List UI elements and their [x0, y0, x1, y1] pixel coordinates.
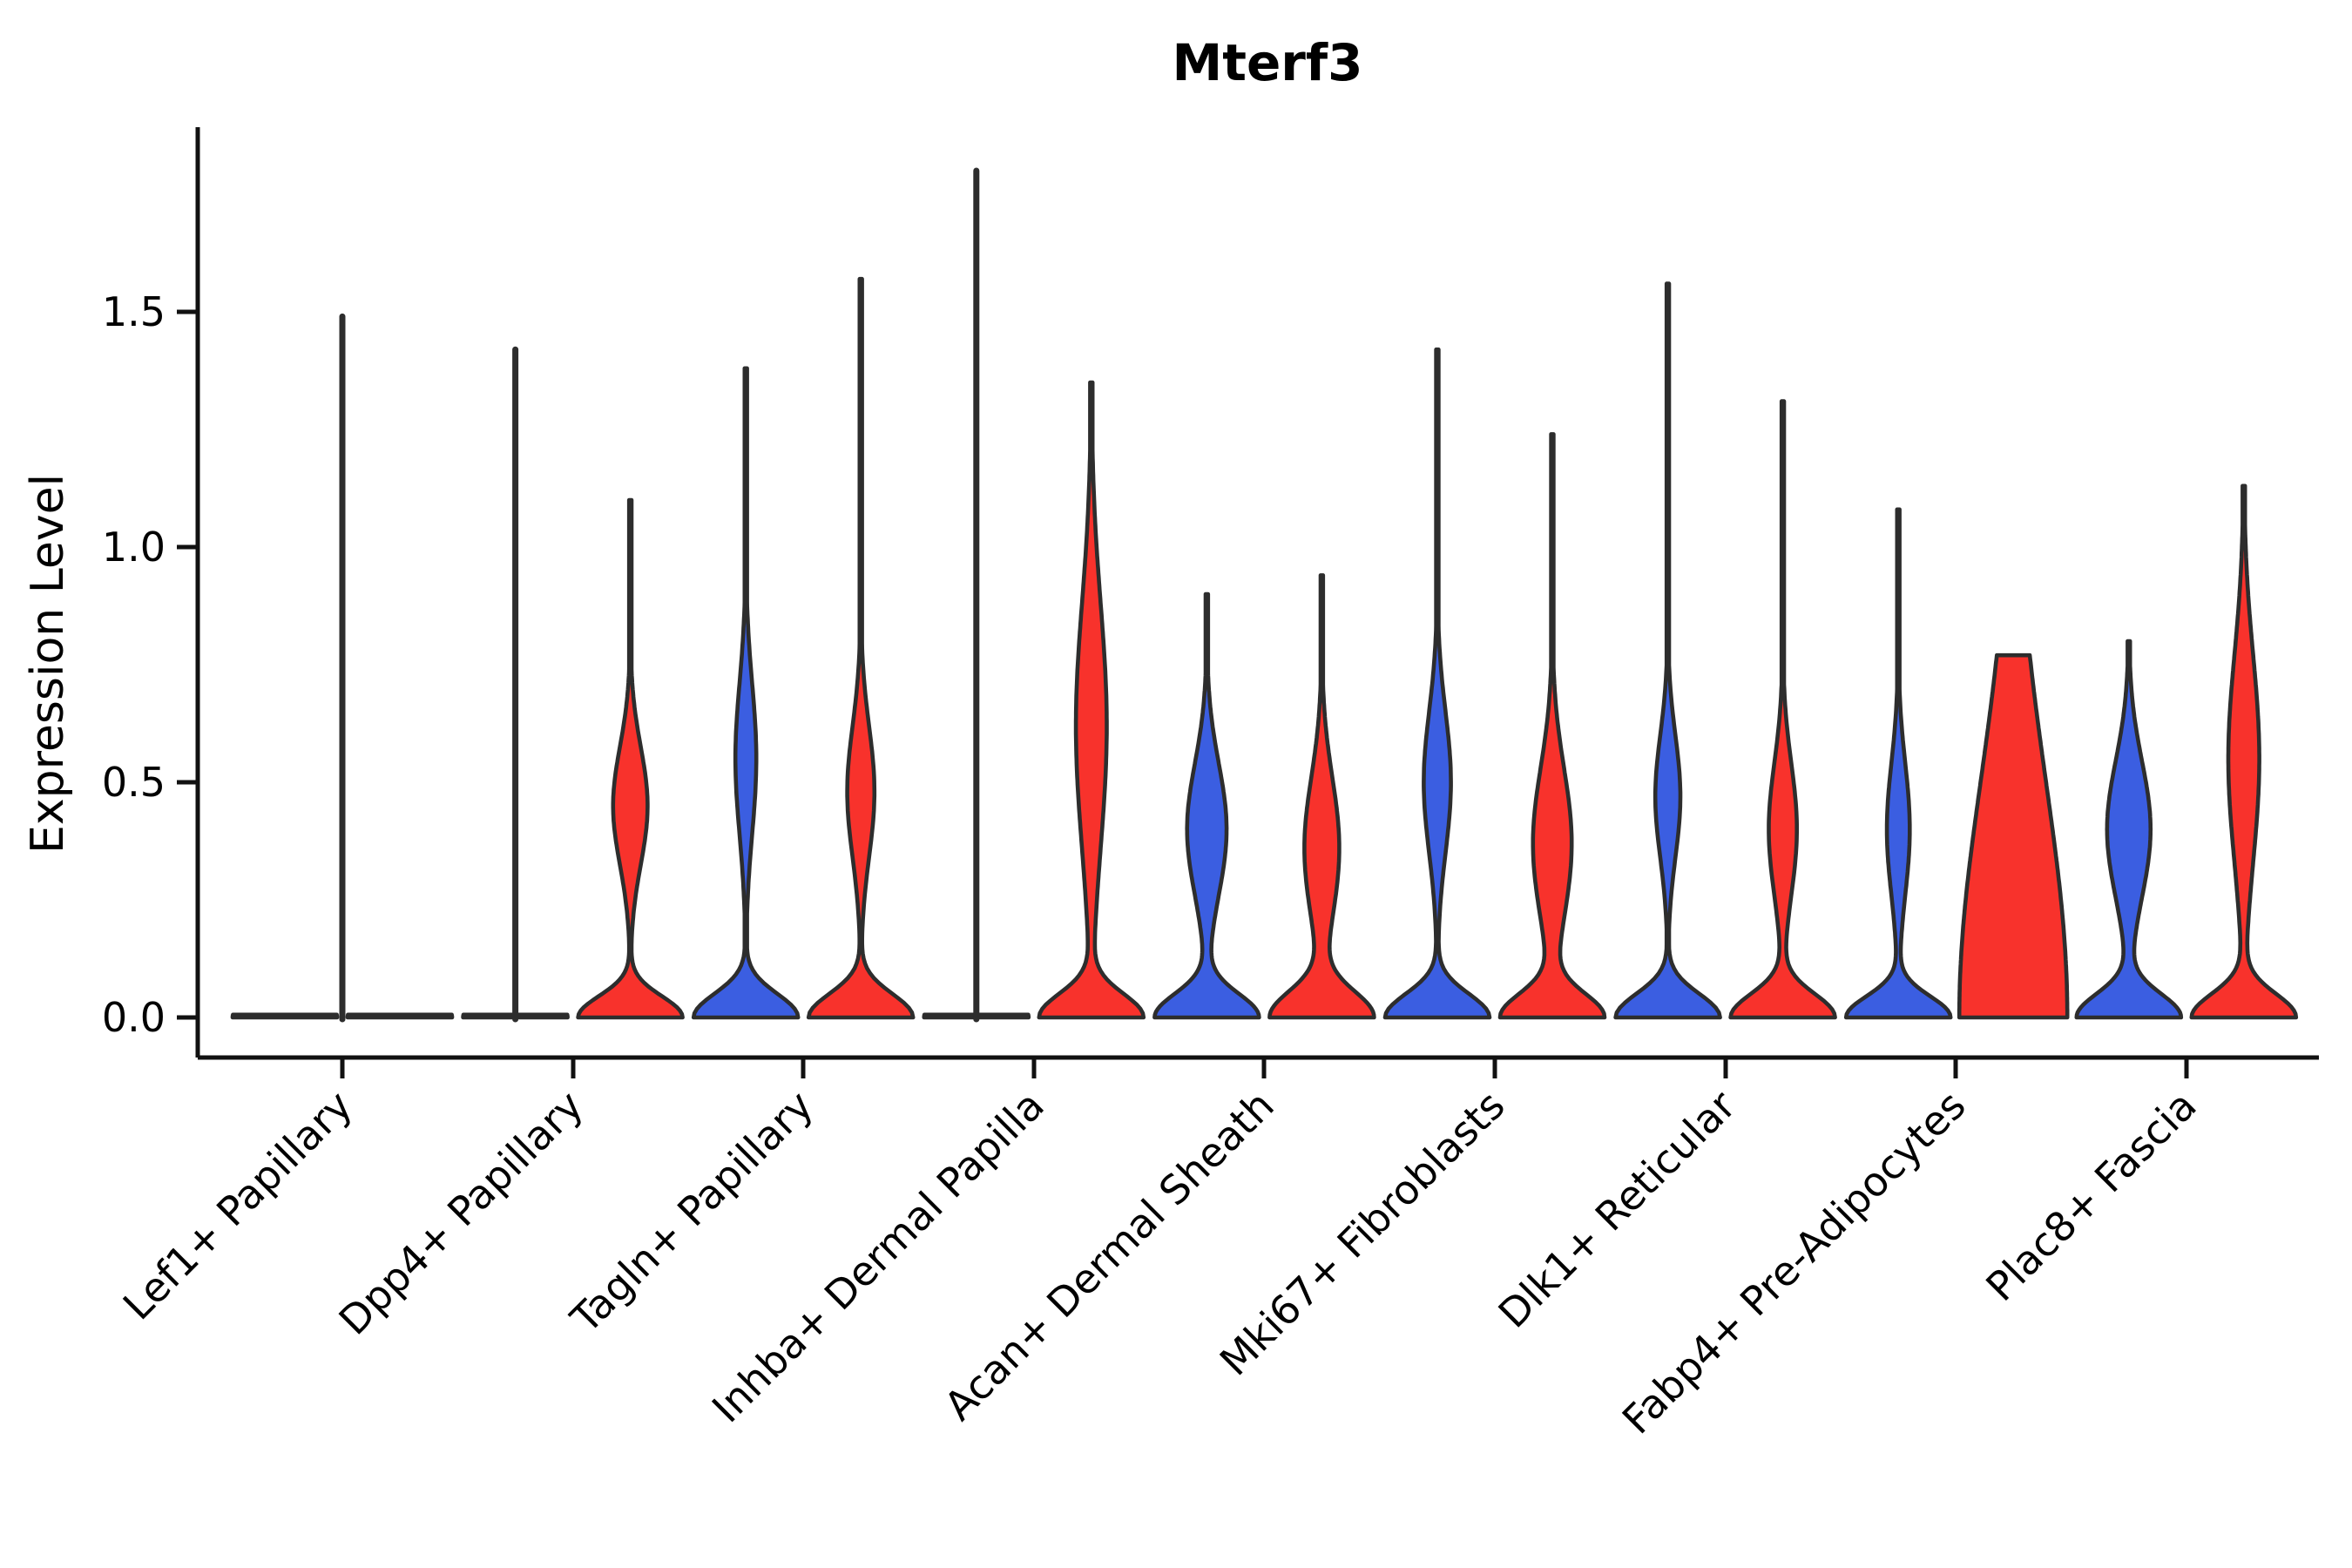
violin-blue-1 — [230, 1012, 340, 1020]
violin-blue-3 — [691, 366, 801, 1020]
violin-red-1 — [345, 1012, 455, 1020]
violin-blue-8 — [1843, 507, 1953, 1020]
violin-red-3 — [806, 276, 916, 1020]
violin-red-8 — [1957, 652, 2070, 1020]
x-tick-label-tagln: Tagln+ Papillary — [561, 1082, 822, 1343]
y-tick-label-0: 0.0 — [102, 994, 166, 1041]
y-tick-label-15: 1.5 — [102, 288, 166, 335]
violins-layer — [230, 167, 2299, 1023]
x-tick-label-lef1: Lef1+ Papillary — [114, 1082, 362, 1329]
x-tick-label-dlk1: Dlk1+ Reticular — [1490, 1082, 1745, 1337]
y-axis-label: Expression Level — [22, 474, 74, 854]
violin-blue-7 — [1613, 281, 1722, 1020]
y-ticks — [177, 309, 198, 1020]
violin-blue-6 — [1382, 347, 1492, 1020]
violin-blue-5 — [1152, 591, 1261, 1020]
violin-blue-9 — [2074, 639, 2184, 1020]
violin-red-5 — [1267, 573, 1376, 1020]
violin-red-7 — [1728, 399, 1837, 1020]
chart-title: Mterf3 — [1173, 33, 1363, 92]
x-ticks — [340, 1058, 2189, 1078]
violin-red-9 — [2189, 483, 2299, 1020]
x-tick-label-dpp4: Dpp4+ Papillary — [330, 1082, 592, 1344]
y-tick-label-05: 0.5 — [102, 759, 166, 806]
violin-red-6 — [1497, 432, 1607, 1020]
x-tick-label-plac8: Plac8+ Fascia — [1977, 1082, 2205, 1310]
violin-red-4 — [1037, 380, 1146, 1020]
y-tick-label-10: 1.0 — [102, 524, 166, 571]
violin-red-2 — [576, 497, 685, 1020]
